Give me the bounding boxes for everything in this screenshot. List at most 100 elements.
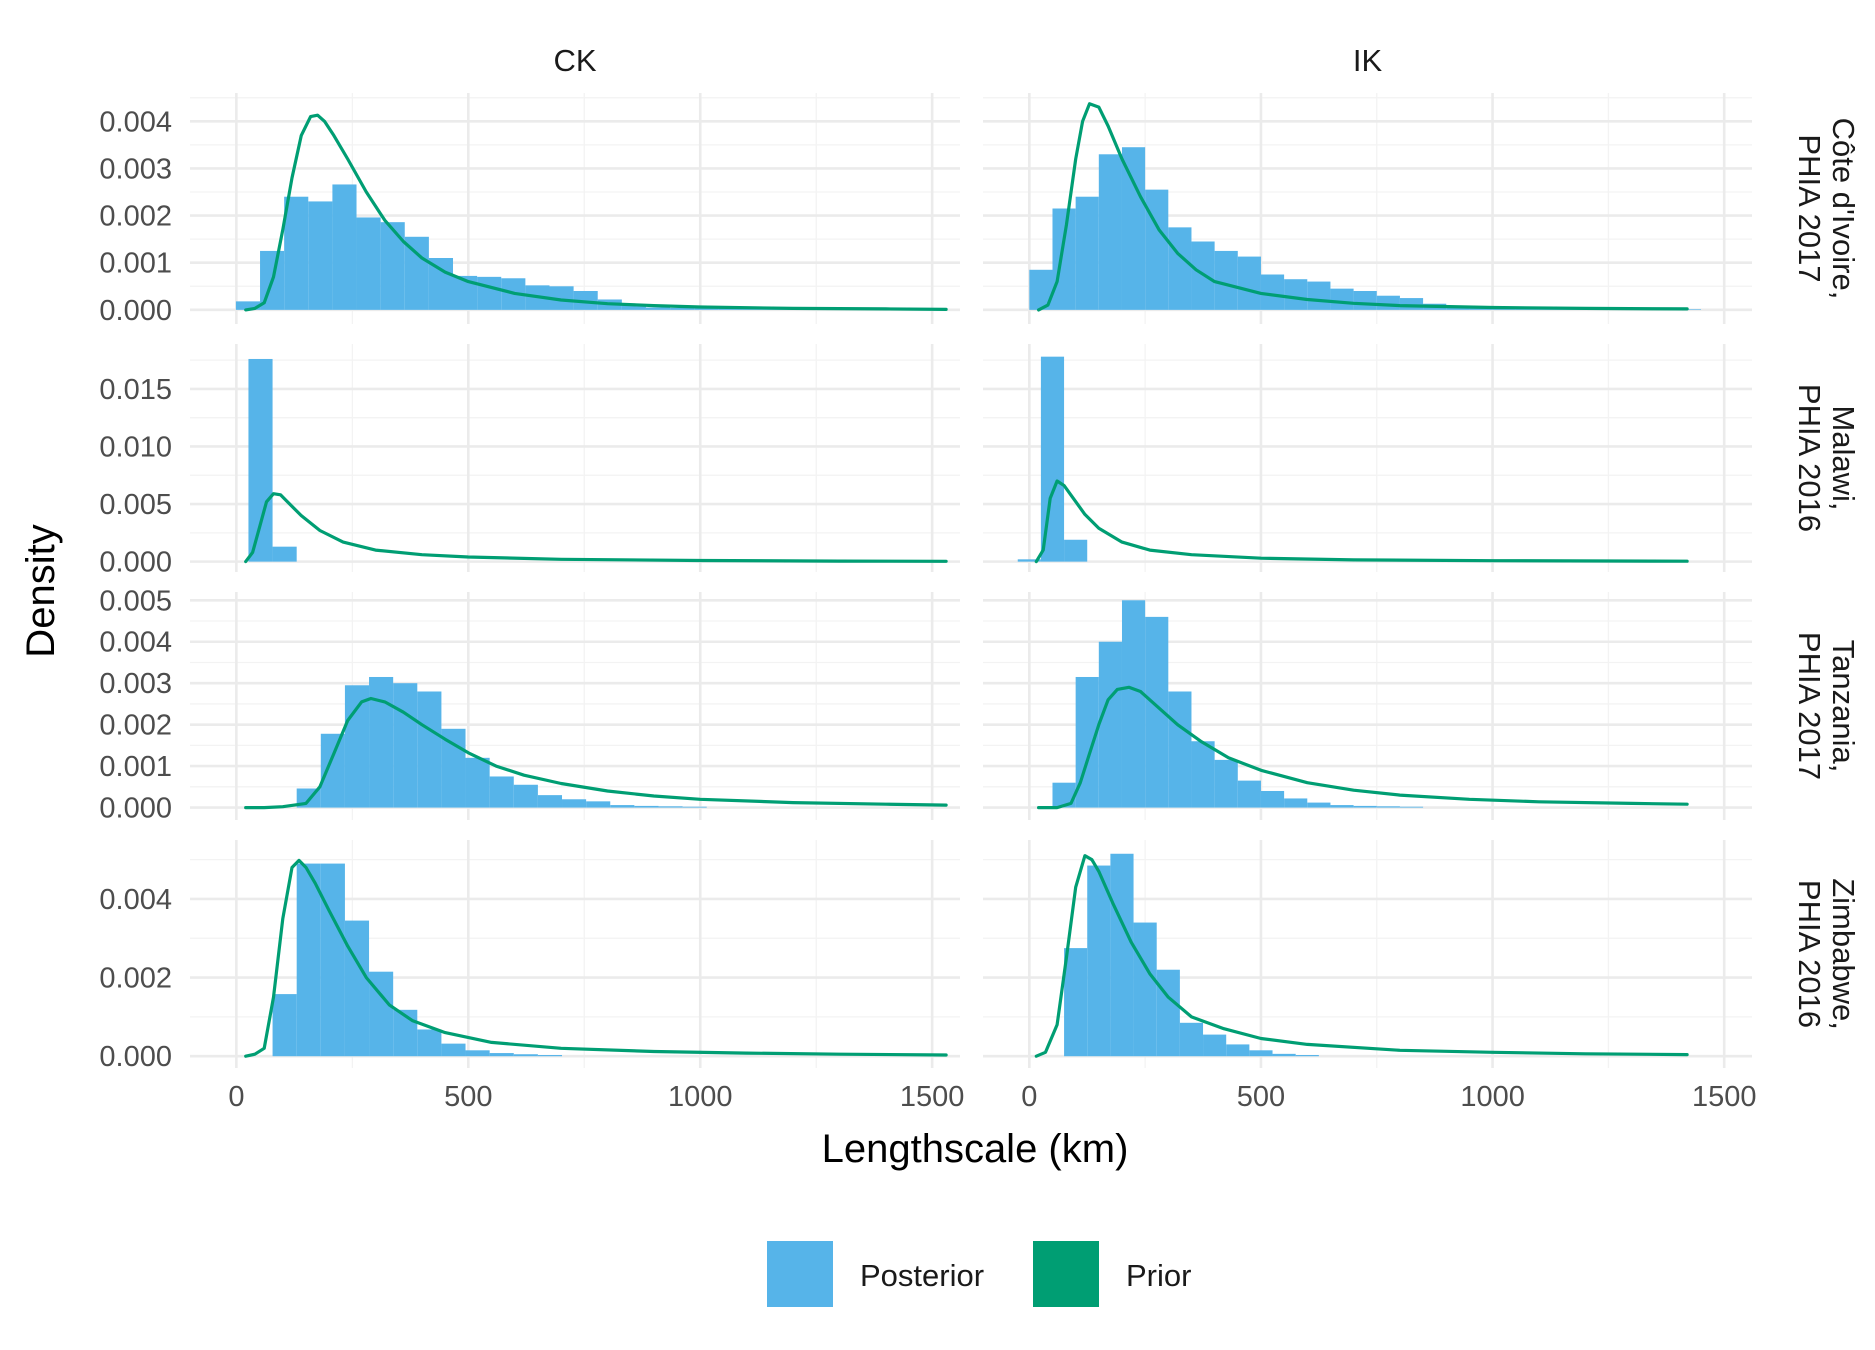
posterior-bar [1214, 759, 1238, 808]
y-tick-label: 0.001 [99, 751, 172, 783]
posterior-bar [477, 276, 502, 310]
posterior-bar [1284, 798, 1308, 808]
posterior-bar [1376, 806, 1400, 808]
posterior-bar [428, 258, 454, 310]
posterior-bar [1677, 309, 1702, 310]
posterior-bar [369, 676, 394, 808]
row-strip-line1: Côte d'Ivoire, [1826, 118, 1861, 300]
posterior-bar [1145, 189, 1169, 310]
y-tick-label: 0.000 [99, 547, 172, 579]
posterior-bar [417, 1029, 442, 1057]
posterior-bar [1110, 853, 1134, 1057]
posterior-bar [1179, 1022, 1204, 1057]
posterior-bar [1237, 780, 1261, 808]
posterior-bar [1098, 154, 1122, 310]
y-tick-label: 0.000 [99, 793, 172, 825]
posterior-bar [1260, 790, 1285, 808]
posterior-bar [1168, 227, 1192, 310]
posterior-bar [1330, 805, 1354, 808]
y-tick-label: 0.003 [99, 153, 172, 185]
y-axis-title: Density [19, 524, 63, 657]
row-strip-line2: PHIA 2017 [1792, 134, 1827, 282]
posterior-bar [1064, 948, 1088, 1057]
posterior-bar [320, 863, 345, 1057]
prior-density-line [1037, 685, 1689, 810]
posterior-bar [1353, 291, 1377, 310]
panel-r2-c1 [983, 592, 1752, 820]
posterior-bar [1260, 274, 1285, 310]
y-tick-label: 0.001 [99, 248, 172, 280]
posterior-bar [320, 733, 345, 808]
posterior-bar [1168, 691, 1192, 808]
x-tick-label: 0 [228, 1081, 244, 1113]
row-strip-line2: PHIA 2016 [1792, 384, 1827, 532]
legend-label-posterior: Posterior [860, 1258, 984, 1293]
x-tick-label: 0 [1021, 1081, 1037, 1113]
labels-layer: Density Lengthscale (km) CK IK Côte d'Ivoi… [19, 43, 1861, 1171]
row-strip-3: Zimbabwe,PHIA 2016 [1792, 878, 1861, 1030]
y-tick-label: 0.002 [99, 710, 172, 742]
column-strip-ck: CK [553, 43, 596, 78]
posterior-bar [1075, 196, 1099, 310]
posterior-bar [272, 546, 297, 562]
posterior-bar [1214, 250, 1238, 310]
prior-density-line [1034, 854, 1689, 1058]
posterior-bar [1029, 269, 1053, 310]
posterior-bar [1376, 295, 1400, 310]
posterior-bar [1133, 922, 1157, 1057]
posterior-bar [1098, 641, 1122, 808]
posterior-bar [465, 1050, 490, 1057]
posterior-bar [344, 685, 370, 808]
posterior-bar [272, 994, 297, 1057]
x-tick-label: 500 [444, 1081, 492, 1113]
posterior-bar [694, 308, 719, 310]
posterior-bar [682, 806, 707, 808]
posterior-bar [1307, 281, 1331, 310]
posterior-bar [489, 1053, 514, 1057]
posterior-bar [562, 799, 587, 808]
column-strip-ik: IK [1353, 43, 1383, 78]
posterior-bar [380, 222, 405, 310]
row-strip-line1: Tanzania, [1826, 640, 1861, 773]
prior-density-line [1034, 479, 1689, 564]
posterior-bar [332, 184, 357, 310]
posterior-bar [1121, 600, 1146, 808]
posterior-bar [1272, 1053, 1296, 1057]
y-tick-label: 0.005 [99, 585, 172, 617]
prior-density-line [244, 858, 948, 1058]
posterior-bar [489, 776, 514, 808]
legend-key-posterior [767, 1241, 833, 1307]
prior-density-line [244, 492, 948, 564]
posterior-bar [1191, 741, 1215, 808]
posterior-bar [1121, 147, 1146, 310]
posterior-bar [621, 305, 646, 310]
y-tick-label: 0.005 [99, 489, 172, 521]
legend-label-prior: Prior [1126, 1258, 1191, 1293]
posterior-bar [1399, 298, 1424, 310]
row-strip-2: Tanzania,PHIA 2017 [1792, 632, 1861, 780]
posterior-bar [658, 806, 683, 808]
posterior-bar [393, 683, 418, 808]
posterior-bar [718, 308, 743, 310]
row-strip-line2: PHIA 2017 [1792, 632, 1827, 780]
row-strip-line1: Malawi, [1826, 405, 1861, 510]
panel-r2-c0 [190, 592, 960, 820]
posterior-bar [537, 1055, 563, 1057]
row-strip-0: Côte d'Ivoire,PHIA 2017 [1792, 118, 1861, 300]
posterior-bar [586, 801, 611, 808]
posterior-bar [645, 307, 671, 310]
posterior-bar [308, 201, 333, 310]
y-tick-label: 0.010 [99, 431, 172, 463]
prior-density-line [244, 113, 948, 312]
posterior-bar [296, 863, 321, 1057]
panel-r3-c0 [190, 840, 960, 1068]
posterior-bar [1064, 539, 1088, 562]
posterior-bar [1330, 288, 1354, 310]
x-axis-title: Lengthscale (km) [822, 1127, 1129, 1171]
posterior-bar [441, 728, 466, 808]
posterior-bar [1249, 1050, 1273, 1057]
x-tick-label: 1000 [1460, 1081, 1525, 1113]
posterior-bar [1052, 208, 1076, 310]
posterior-bar [537, 795, 563, 808]
